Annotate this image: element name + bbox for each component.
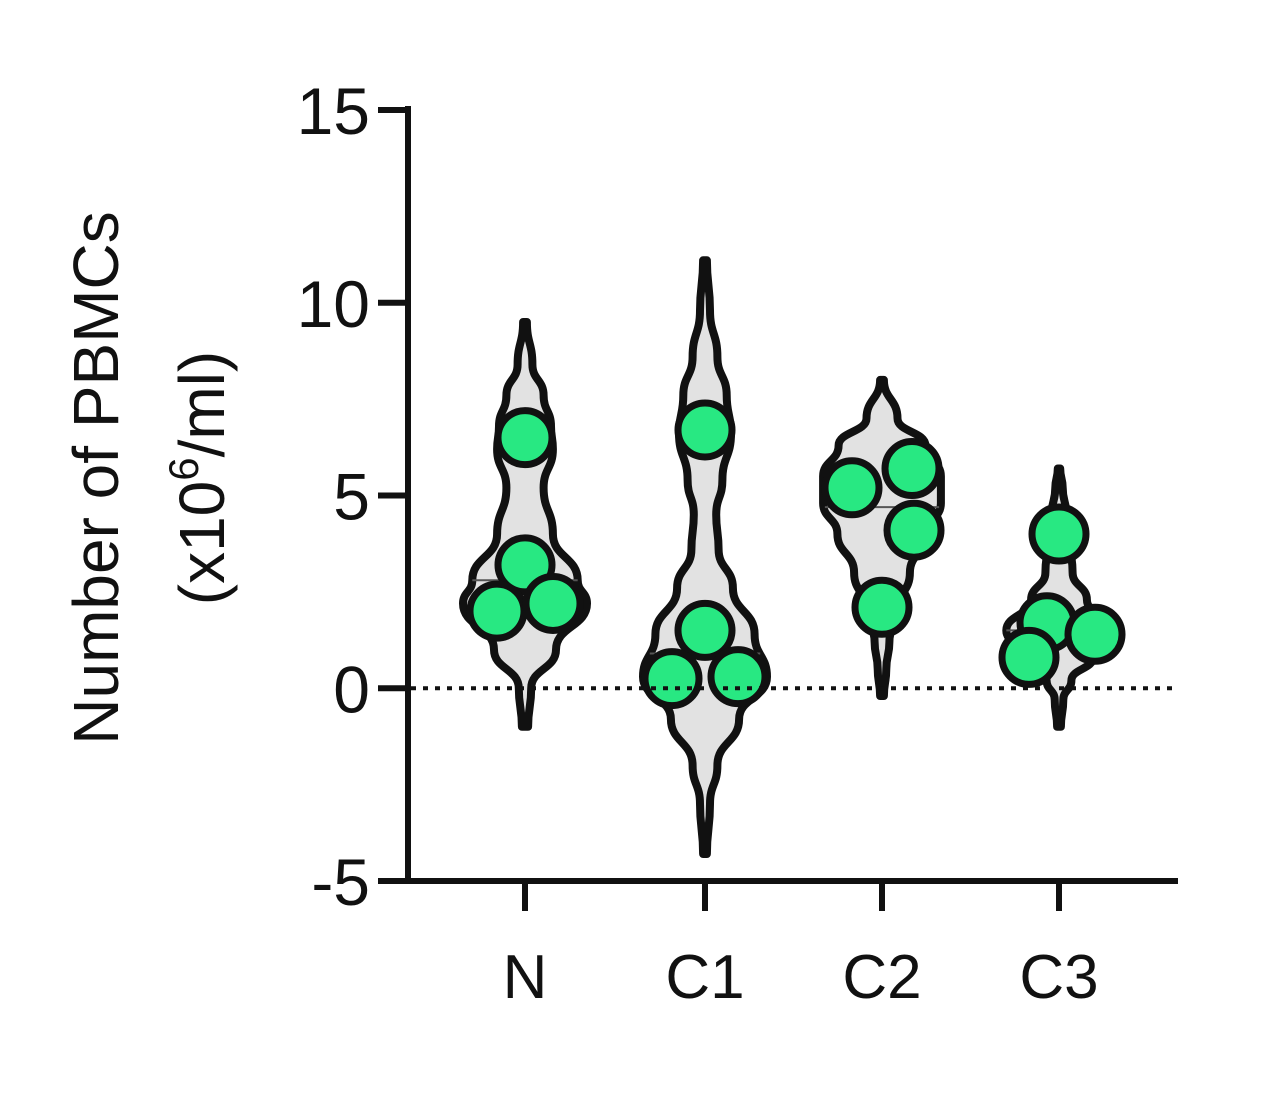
y-tick-label-4: -5 xyxy=(311,845,370,919)
y-axis-title-units: (x106/ml) xyxy=(160,351,238,605)
y-tick-label-3: 0 xyxy=(333,652,370,726)
y-tick-label-0: 15 xyxy=(297,74,370,148)
data-point-c2-4 xyxy=(851,576,913,638)
category-label-n: N xyxy=(503,943,548,1012)
category-label-c1: C1 xyxy=(665,943,744,1012)
y-axis-title: Number of PBMCs xyxy=(60,211,132,744)
violin-n xyxy=(459,318,591,731)
data-point-c1-2 xyxy=(674,599,736,661)
data-point-n-1 xyxy=(494,407,556,469)
data-point-n-4 xyxy=(522,572,584,634)
units-superscript: 6 xyxy=(160,457,207,480)
data-point-c3-3 xyxy=(998,626,1060,688)
point-layer xyxy=(466,399,1126,710)
y-tick-label-1: 10 xyxy=(297,267,370,341)
data-point-c1-1 xyxy=(674,399,736,461)
data-point-c2-1 xyxy=(821,457,883,519)
tick-layer: 15 10 5 0 -5 N C1 C2 C3 xyxy=(297,74,1099,1012)
violin-c1 xyxy=(639,256,771,858)
data-point-c1-3 xyxy=(641,648,703,710)
data-point-c3-1 xyxy=(1028,503,1090,565)
units-prefix: (x10 xyxy=(166,481,238,606)
category-label-c2: C2 xyxy=(842,943,921,1012)
violin-layer xyxy=(459,256,1116,858)
units-suffix: /ml) xyxy=(166,351,238,458)
y-tick-label-2: 5 xyxy=(333,460,370,534)
data-point-c2-2 xyxy=(881,438,943,500)
data-point-c2-3 xyxy=(883,499,945,561)
category-label-c3: C3 xyxy=(1019,943,1098,1012)
y-axis-title-line1: Number of PBMCs xyxy=(60,211,132,744)
data-point-c3-4 xyxy=(1064,603,1126,665)
data-point-c1-4 xyxy=(707,646,769,708)
data-point-n-3 xyxy=(466,580,528,642)
